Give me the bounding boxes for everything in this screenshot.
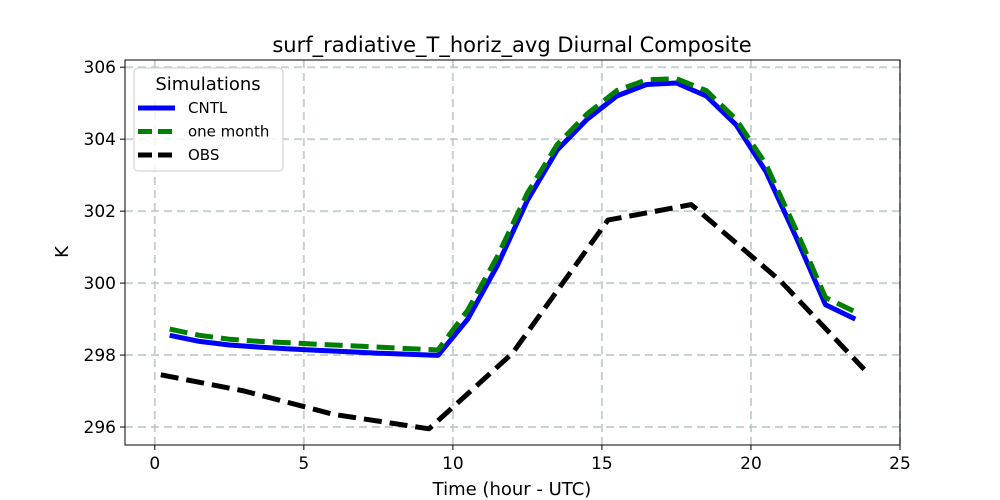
y-axis: 296 298 300 302 304 306 [84,58,125,438]
legend-title: Simulations [155,74,260,95]
chart-title: surf_radiative_T_horiz_avg Diurnal Compo… [272,33,751,58]
y-tick-label: 296 [84,418,116,438]
legend-items: CNTL one month OBS [138,99,269,164]
y-tick-label: 302 [84,202,116,222]
x-tick-label: 25 [889,454,911,474]
legend-label-one-month: one month [188,123,269,141]
x-tick-label: 20 [740,454,762,474]
legend-label-cntl: CNTL [188,99,228,117]
y-tick-label: 300 [84,274,116,294]
x-axis: 0 5 10 15 20 25 [149,445,911,474]
series-line-obs [160,202,867,432]
x-axis-label: Time (hour - UTC) [432,479,592,500]
x-tick-label: 5 [298,454,309,474]
plot-area [124,59,901,446]
y-axis-label: K [52,245,73,258]
x-tick-label: 10 [442,454,464,474]
y-tick-label: 304 [84,130,116,150]
y-tick-label: 306 [84,58,116,78]
x-tick-label: 0 [149,454,160,474]
y-tick-label: 298 [84,346,116,366]
plot-frame [124,59,901,446]
legend: Simulations CNTL one month OBS [133,67,284,172]
x-tick-label: 15 [591,454,613,474]
series-line-one-month [169,76,857,353]
series-lines [160,76,867,432]
legend-label-obs: OBS [188,146,219,164]
series-line-cntl [169,80,857,358]
legend-frame [133,67,284,172]
